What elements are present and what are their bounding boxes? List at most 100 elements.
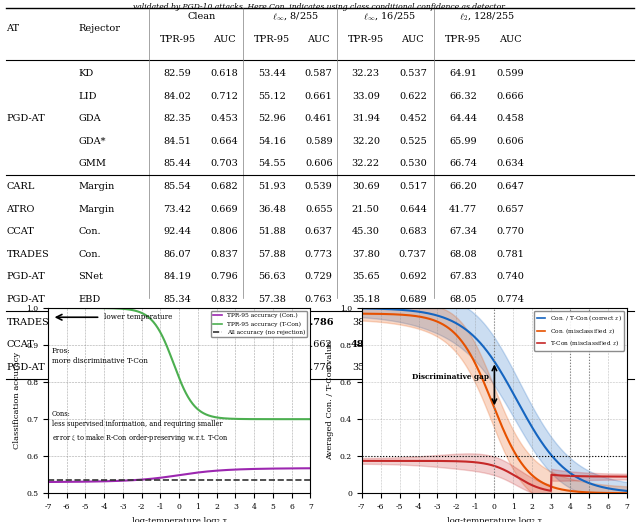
Text: 86.47: 86.47 — [164, 317, 191, 327]
Line: Con. / T-Con (correct $x$): Con. / T-Con (correct $x$) — [362, 309, 627, 491]
Text: 21.50: 21.50 — [352, 205, 380, 213]
Text: 84.51: 84.51 — [164, 137, 191, 146]
Text: 67.34: 67.34 — [449, 227, 477, 236]
Text: 35.65: 35.65 — [352, 272, 380, 281]
Text: 85.54: 85.54 — [164, 182, 191, 191]
Text: TPR-95: TPR-95 — [348, 35, 384, 44]
Text: 94.12: 94.12 — [163, 340, 193, 349]
Text: 0.849: 0.849 — [211, 317, 239, 327]
Text: GDA: GDA — [79, 114, 101, 123]
Text: SNet: SNet — [79, 272, 104, 281]
Text: 0.729: 0.729 — [305, 272, 333, 281]
Text: 0.525: 0.525 — [399, 137, 427, 146]
Text: 41.77: 41.77 — [449, 205, 477, 213]
Con. / T-Con (correct $x$) — [515, 399, 522, 406]
Text: TRADES: TRADES — [6, 317, 49, 327]
Text: $\ell_2$, 128/255: $\ell_2$, 128/255 — [458, 10, 515, 22]
Text: AUC: AUC — [213, 35, 236, 44]
Text: 0.599: 0.599 — [496, 69, 524, 78]
Text: 0.837: 0.837 — [211, 250, 239, 259]
Text: 0.664: 0.664 — [211, 137, 239, 146]
Text: 0.832: 0.832 — [211, 295, 239, 304]
Text: PGD-AT: PGD-AT — [6, 363, 45, 372]
Text: 66.20: 66.20 — [449, 182, 477, 191]
T-Con (misclassified $x$) — [358, 458, 365, 464]
Text: 66.74: 66.74 — [449, 159, 477, 169]
Con. (misclassified $x$) — [358, 311, 365, 317]
Legend: TPR-95 accuracy (Con.), TPR-95 accuracy (T-Con), All accuracy (no rejection): TPR-95 accuracy (Con.), TPR-95 accuracy … — [211, 311, 307, 337]
Text: PGD-AT: PGD-AT — [6, 114, 45, 123]
TPR-95 accuracy (Con.) — [111, 478, 119, 484]
Text: 33.09: 33.09 — [352, 92, 380, 101]
Text: 0.740: 0.740 — [496, 272, 524, 281]
Text: 38.13: 38.13 — [352, 317, 380, 327]
Text: 35.57: 35.57 — [352, 363, 380, 372]
Text: 58.71: 58.71 — [257, 317, 287, 327]
Text: 32.22: 32.22 — [352, 159, 380, 169]
Text: 68.05: 68.05 — [449, 295, 477, 304]
Text: TPR-95: TPR-95 — [159, 35, 196, 44]
All accuracy (no rejection) — [44, 477, 52, 483]
Text: TPR-95: TPR-95 — [445, 35, 481, 44]
Text: 32.20: 32.20 — [352, 137, 380, 146]
TPR-95 accuracy (T-Con) — [220, 415, 227, 421]
TPR-95 accuracy (T-Con) — [44, 305, 52, 311]
X-axis label: log-temperature log₂ τ: log-temperature log₂ τ — [447, 517, 542, 522]
TPR-95 accuracy (Con.) — [44, 479, 52, 485]
All accuracy (no rejection) — [111, 477, 119, 483]
Text: 0.655: 0.655 — [305, 205, 333, 213]
Text: 48.14: 48.14 — [351, 340, 381, 349]
Con. (misclassified $x$) — [557, 487, 565, 493]
Con. / T-Con (correct $x$) — [426, 311, 434, 317]
Text: 0.689: 0.689 — [399, 295, 427, 304]
Text: 0.774: 0.774 — [496, 295, 524, 304]
Text: 67.83: 67.83 — [449, 272, 477, 281]
Text: 0.453: 0.453 — [211, 114, 239, 123]
TPR-95 accuracy (Con.) — [91, 478, 99, 484]
Text: 0.781: 0.781 — [496, 250, 524, 259]
Text: 84.02: 84.02 — [164, 92, 191, 101]
Text: 57.38: 57.38 — [258, 295, 285, 304]
TPR-95 accuracy (Con.) — [307, 465, 314, 471]
Con. / T-Con (correct $x$) — [535, 435, 543, 442]
Text: AUC: AUC — [401, 35, 424, 44]
Text: 37.80: 37.80 — [352, 250, 380, 259]
Text: TRADES: TRADES — [6, 250, 49, 259]
Text: 64.44: 64.44 — [449, 114, 477, 123]
Con. / T-Con (correct $x$) — [623, 488, 631, 494]
Text: lower temperature: lower temperature — [104, 313, 173, 321]
Text: AUC: AUC — [499, 35, 522, 44]
TPR-95 accuracy (Con.) — [163, 474, 170, 480]
Text: 0.796: 0.796 — [211, 272, 239, 281]
Text: 0.530: 0.530 — [399, 159, 427, 169]
Text: 53.44: 53.44 — [258, 69, 285, 78]
Text: 68.20: 68.20 — [449, 340, 477, 349]
T-Con (misclassified $x$) — [515, 474, 522, 481]
Con. / T-Con (correct $x$) — [478, 341, 486, 348]
Con. / T-Con (correct $x$) — [358, 305, 365, 312]
T-Con (misclassified $x$) — [478, 460, 486, 466]
Text: 56.63: 56.63 — [258, 272, 285, 281]
Text: Margin: Margin — [79, 205, 115, 213]
Text: 64.91: 64.91 — [449, 69, 477, 78]
T-Con (misclassified $x$) — [558, 472, 566, 479]
Text: 0.517: 0.517 — [399, 182, 427, 191]
Text: 0.690: 0.690 — [399, 340, 427, 349]
Text: 0.637: 0.637 — [305, 227, 333, 236]
Text: 0.692: 0.692 — [399, 272, 427, 281]
Text: 0.589: 0.589 — [305, 137, 333, 146]
Con. (misclassified $x$) — [404, 312, 412, 318]
Text: Margin: Margin — [79, 182, 115, 191]
Text: validated by PGD-10 attacks. Here Con. indicates using class conditional confide: validated by PGD-10 attacks. Here Con. i… — [133, 3, 507, 10]
Text: 0.644: 0.644 — [399, 205, 427, 213]
Text: CCAT: CCAT — [6, 340, 35, 349]
TPR-95 accuracy (T-Con) — [199, 410, 207, 416]
Text: AUC: AUC — [307, 35, 330, 44]
Text: 0.618: 0.618 — [211, 69, 239, 78]
Text: Con.: Con. — [79, 250, 101, 259]
Text: 0.746: 0.746 — [397, 317, 428, 327]
Text: 0.662: 0.662 — [305, 340, 333, 349]
Text: 54.14: 54.14 — [258, 340, 285, 349]
T-Con (misclassified $x$) — [623, 473, 631, 480]
Text: GMM: GMM — [79, 159, 106, 169]
